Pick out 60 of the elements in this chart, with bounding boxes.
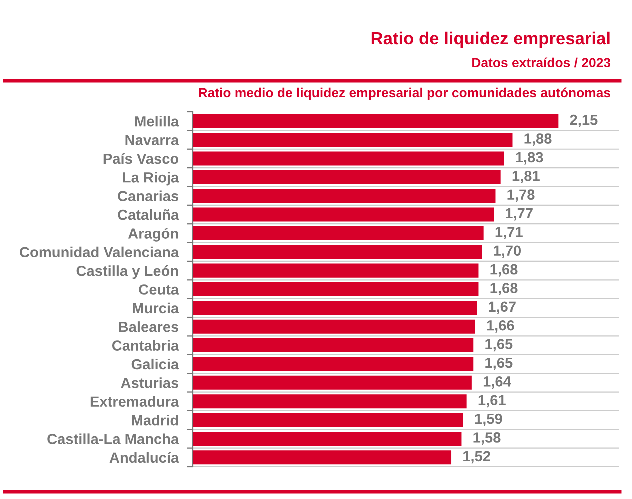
bar	[193, 450, 452, 465]
data-label: 1,52	[464, 451, 490, 464]
y-tick-label: Aragón	[128, 228, 178, 242]
bar	[193, 301, 478, 316]
bar	[193, 189, 496, 204]
bar	[193, 264, 479, 278]
data-label: 1,65	[486, 358, 513, 370]
y-tick-label: Cataluña	[118, 209, 180, 220]
bar	[193, 208, 494, 222]
data-label: 1,59	[475, 414, 502, 426]
y-tick-label: Galicia	[132, 358, 180, 370]
bar	[193, 114, 559, 128]
data-label: 1,88	[524, 134, 552, 146]
bar	[193, 245, 482, 260]
bar	[193, 226, 484, 240]
data-label: 1,58	[474, 432, 501, 446]
bar	[193, 394, 467, 409]
bar	[193, 376, 472, 390]
bar	[193, 432, 462, 446]
y-tick-label: Andalucía	[110, 452, 180, 464]
data-label: 1,68	[490, 264, 518, 277]
bar	[193, 357, 474, 372]
chart-title: Ratio de liquidez empresarial	[372, 32, 610, 48]
bar	[193, 152, 504, 166]
data-label: 1,67	[489, 302, 516, 314]
y-tick-label: Murcia	[133, 302, 180, 314]
y-tick-label: Melilla	[136, 116, 180, 127]
data-label: 1,83	[516, 152, 544, 165]
data-label: 1,65	[486, 339, 513, 352]
data-label: 1,70	[494, 246, 522, 258]
data-label: 1,61	[478, 395, 506, 408]
y-tick-label: Castilla-La Mancha	[48, 434, 180, 444]
data-label: 1,68	[490, 283, 518, 296]
data-label: 1,66	[487, 320, 514, 333]
text: Datos extraídos / 2023	[472, 58, 611, 68]
bar	[193, 133, 513, 148]
data-label: 2,15	[570, 114, 598, 128]
bar	[193, 170, 501, 184]
chart-subtitle: Ratio medio de liquidez empresarial por comunidades autónomas	[199, 88, 610, 100]
y-tick-label: Madrid	[132, 415, 178, 426]
bar	[193, 282, 479, 297]
bar	[193, 413, 464, 428]
y-tick-label: Comunidad Valenciana	[20, 246, 180, 258]
y-tick-label: Asturias	[121, 378, 179, 388]
bar	[193, 320, 476, 334]
y-tick-label: Navarra	[126, 135, 180, 146]
data-label: 1,64	[484, 376, 512, 389]
data-label: 1,81	[512, 170, 540, 184]
y-tick-label: Castilla y León	[76, 265, 178, 280]
y-tick-label: La Rioja	[123, 172, 180, 186]
bar	[193, 338, 474, 353]
data-label: 1,71	[496, 227, 523, 240]
y-tick-label: Canarias	[118, 190, 179, 202]
data-label: 1,78	[508, 190, 535, 202]
data-label: 1,77	[506, 208, 533, 221]
y-tick-label: Ceuta	[139, 284, 180, 295]
y-tick-label: País Vasco	[104, 153, 179, 164]
y-tick-label: Cantabria	[112, 340, 180, 351]
y-tick-label: Extremadura	[90, 396, 180, 408]
y-tick-label: Baleares	[119, 322, 179, 332]
